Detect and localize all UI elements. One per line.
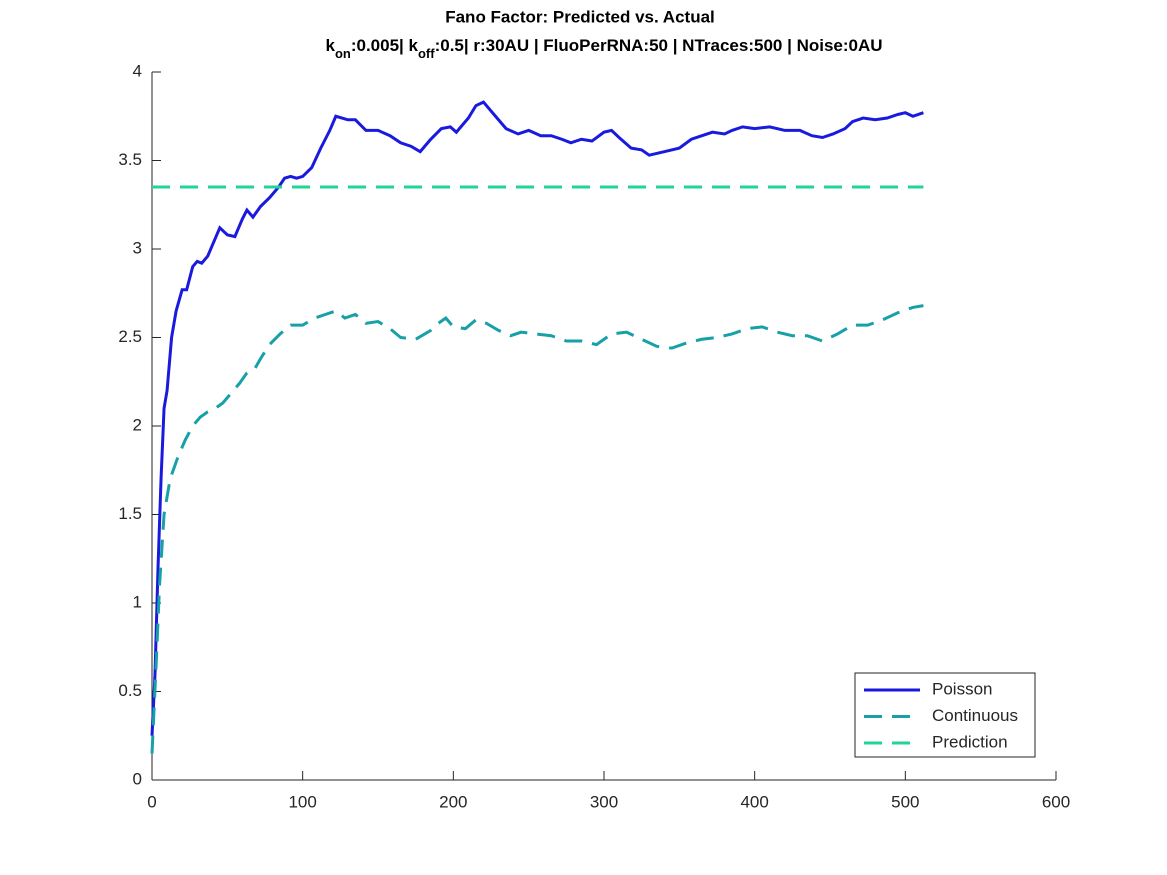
series-line <box>150 100 924 736</box>
x-tick-label: 0 <box>147 792 156 811</box>
subscript: off <box>418 46 435 61</box>
legend-label: Continuous <box>932 706 1018 725</box>
y-tick-label: 0 <box>133 769 142 788</box>
legend-label: Prediction <box>932 732 1008 751</box>
subtitle-part: :0.5| r:30AU | FluoPerRNA:50 | NTraces:5… <box>435 36 883 55</box>
subtitle-part: :0.005| k <box>351 36 419 55</box>
legend-label: Poisson <box>932 679 992 698</box>
chart-title: Fano Factor: Predicted vs. Actual <box>445 7 715 26</box>
y-tick-label: 4 <box>133 61 142 80</box>
y-tick-label: 0.5 <box>118 681 142 700</box>
legend-box <box>854 672 1036 758</box>
subtitle-part: k <box>325 36 335 55</box>
x-tick-label: 500 <box>891 792 919 811</box>
y-tick-label: 2.5 <box>118 327 142 346</box>
x-tick-label: 200 <box>439 792 467 811</box>
y-tick-label: 2 <box>133 415 142 434</box>
y-tick-label: 3 <box>133 238 142 257</box>
series-line <box>150 304 924 754</box>
y-tick-label: 1 <box>133 592 142 611</box>
x-tick-label: 300 <box>590 792 618 811</box>
subscript: on <box>335 46 351 61</box>
y-tick-label: 3.5 <box>118 150 142 169</box>
x-tick-label: 100 <box>288 792 316 811</box>
y-tick-label: 1.5 <box>118 504 142 523</box>
x-tick-label: 400 <box>740 792 768 811</box>
x-tick-label: 600 <box>1042 792 1070 811</box>
chart-subtitle: kon:0.005| koff:0.5| r:30AU | FluoPerRNA… <box>325 36 882 60</box>
